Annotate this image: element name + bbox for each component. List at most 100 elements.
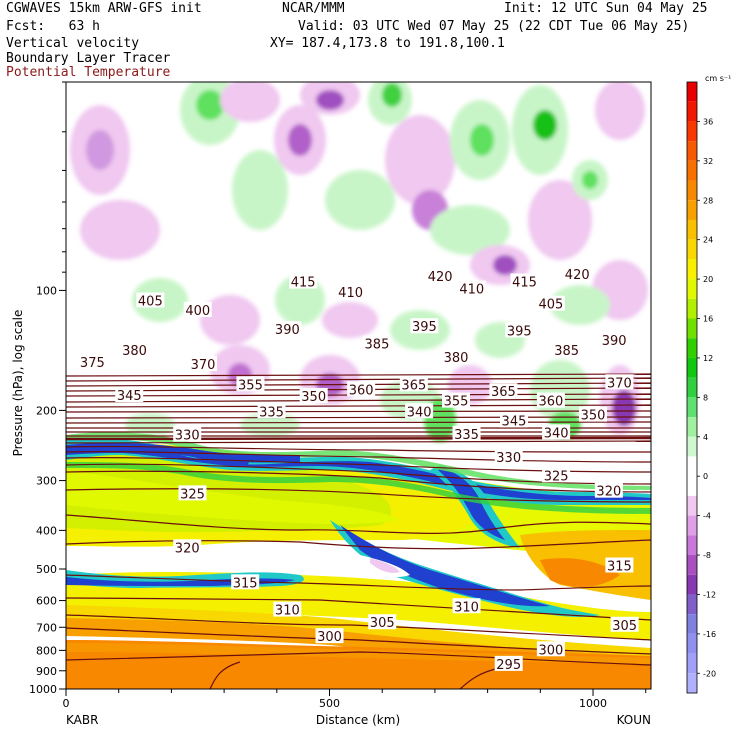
colorbar-bin: [687, 239, 697, 260]
y-tick-label: 600: [36, 595, 57, 608]
theta-label: 395: [412, 320, 437, 335]
forecast-hour: Fcst: 63 h: [6, 19, 100, 34]
colorbar-bin: [687, 614, 697, 634]
theta-label-bg: [183, 302, 212, 318]
theta-label-bg: [410, 318, 439, 334]
theta-label: 370: [191, 358, 216, 373]
x-axis: 0 500 1000: [63, 689, 647, 710]
colorbar-bin: [687, 82, 697, 102]
colorbar-bin: [687, 574, 697, 595]
theta-label-bg: [236, 376, 265, 392]
colorbar: 36 32 28 24 20 16 12 8 4 0 -4 -8 -12 -16 -20: [686, 81, 716, 694]
theta-label: 375: [80, 356, 105, 371]
theta-label: 385: [554, 344, 579, 359]
theta-label-bg: [368, 614, 397, 630]
theta-label: 420: [428, 270, 453, 285]
theta-label-bg: [178, 485, 207, 501]
theta-label: 320: [596, 485, 621, 500]
theta-label: 320: [175, 541, 200, 556]
theta-label-bg: [315, 628, 344, 644]
colorbar-tick-label: -12: [703, 590, 716, 599]
theta-label-bg: [442, 349, 470, 365]
colorbar-bin: [687, 121, 697, 142]
theta-label: 315: [233, 576, 258, 591]
theta-label-bg: [257, 403, 286, 419]
theta-label: 350: [301, 390, 326, 405]
theta-label-bg: [536, 392, 565, 408]
x-endpoint-start: KABR: [66, 713, 98, 727]
theta-label-bg: [115, 387, 144, 403]
y-tick-label: 900: [36, 665, 57, 678]
theta-label-bg: [536, 295, 565, 311]
theta-label-bg: [405, 403, 434, 419]
theta-label: 415: [512, 276, 537, 291]
theta-label-bg: [594, 482, 623, 498]
valid-time: Valid: 03 UTC Wed 07 May 25 (22 CDT Tue …: [298, 19, 690, 34]
theta-label-bg: [605, 374, 634, 390]
theta-label: 405: [538, 298, 563, 313]
theta-label: 340: [544, 426, 569, 441]
colorbar-bin: [687, 535, 697, 556]
theta-label-bg: [273, 601, 302, 617]
theta-label: 295: [496, 658, 521, 673]
theta-label: 405: [138, 294, 163, 309]
colorbar-tick-label: 8: [703, 393, 708, 402]
theta-label-bg: [362, 335, 391, 351]
colorbar-bin: [687, 673, 697, 693]
theta-label-bg: [452, 598, 481, 614]
theta-label: 345: [502, 414, 527, 429]
colorbar-tick-label: -8: [703, 551, 711, 560]
colorbar-tick-label: 16: [703, 315, 713, 324]
theta-label-bg: [510, 273, 539, 289]
theta-label-bg: [579, 406, 608, 422]
theta-label: 365: [401, 378, 426, 393]
theta-label-bg: [336, 284, 365, 300]
theta-label-bg: [120, 341, 149, 357]
theta-label: 310: [275, 604, 300, 619]
theta-label-bg: [542, 467, 571, 483]
theta-label: 315: [607, 560, 632, 575]
theta-label: 415: [291, 276, 316, 291]
theta-label: 420: [565, 268, 590, 283]
colorbar-bin: [687, 318, 697, 339]
theta-label: 400: [185, 304, 210, 319]
theta-label-bg: [605, 557, 634, 573]
colorbar-tick-label: 20: [703, 275, 713, 284]
y-tick-label: 1000: [29, 683, 57, 696]
x-tick-label: 500: [319, 697, 340, 710]
theta-label: 335: [454, 428, 479, 443]
theta-label: 335: [259, 405, 284, 420]
theta-label: 340: [407, 405, 432, 420]
theta-label-bg: [299, 387, 328, 403]
theta-label-bg: [273, 321, 302, 337]
colorbar-bin: [687, 456, 697, 496]
theta-label-bg: [494, 449, 523, 465]
theta-label: 330: [175, 429, 200, 444]
theta-label-bg: [78, 353, 107, 369]
y-tick-label: 700: [36, 621, 57, 634]
colorbar-bin: [687, 160, 697, 181]
colorbar-bin: [687, 259, 697, 280]
theta-label-bg: [442, 392, 470, 408]
theta-label: 350: [581, 409, 606, 424]
theta-label: 305: [612, 619, 637, 634]
theta-label-bg: [399, 376, 428, 392]
y-axis-label: Pressure (hPa), log scale: [11, 310, 25, 457]
colorbar-tick-label: 0: [703, 472, 708, 481]
theta-label: 380: [122, 344, 147, 359]
theta-label-bg: [542, 424, 571, 440]
theta-label: 330: [496, 451, 521, 466]
y-tick-label: 300: [36, 475, 57, 488]
theta-label-bg: [452, 425, 481, 441]
colorbar-bin: [687, 180, 697, 201]
colorbar-bin: [687, 219, 697, 240]
colorbar-tick-label: -4: [703, 512, 711, 521]
variable-vertical-velocity: Vertical velocity: [6, 36, 140, 51]
colorbar-tick-label: 4: [703, 433, 708, 442]
theta-label: 410: [338, 286, 363, 301]
init-time: Init: 12 UTC Sun 04 May 25: [504, 1, 708, 16]
colorbar-tick-label: 12: [703, 354, 713, 363]
theta-label: 325: [180, 487, 205, 502]
